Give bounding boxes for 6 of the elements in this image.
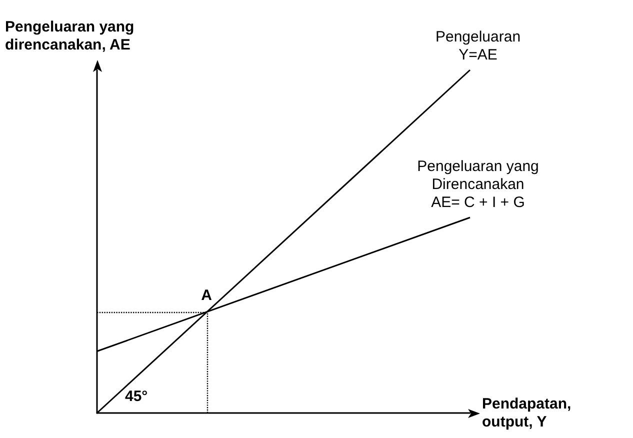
series-label: Pengeluaran yang Direncanakan AE= C + I + G: [417, 158, 539, 211]
series-label: Pengeluaran Y=AE: [435, 28, 521, 64]
annotation: A: [201, 286, 212, 304]
annotation: 45°: [125, 388, 148, 405]
x-axis-title: Pendapatan, output, Y: [482, 396, 572, 430]
y-axis-title: Pengeluaran yang direncanakan, AE: [5, 18, 134, 54]
